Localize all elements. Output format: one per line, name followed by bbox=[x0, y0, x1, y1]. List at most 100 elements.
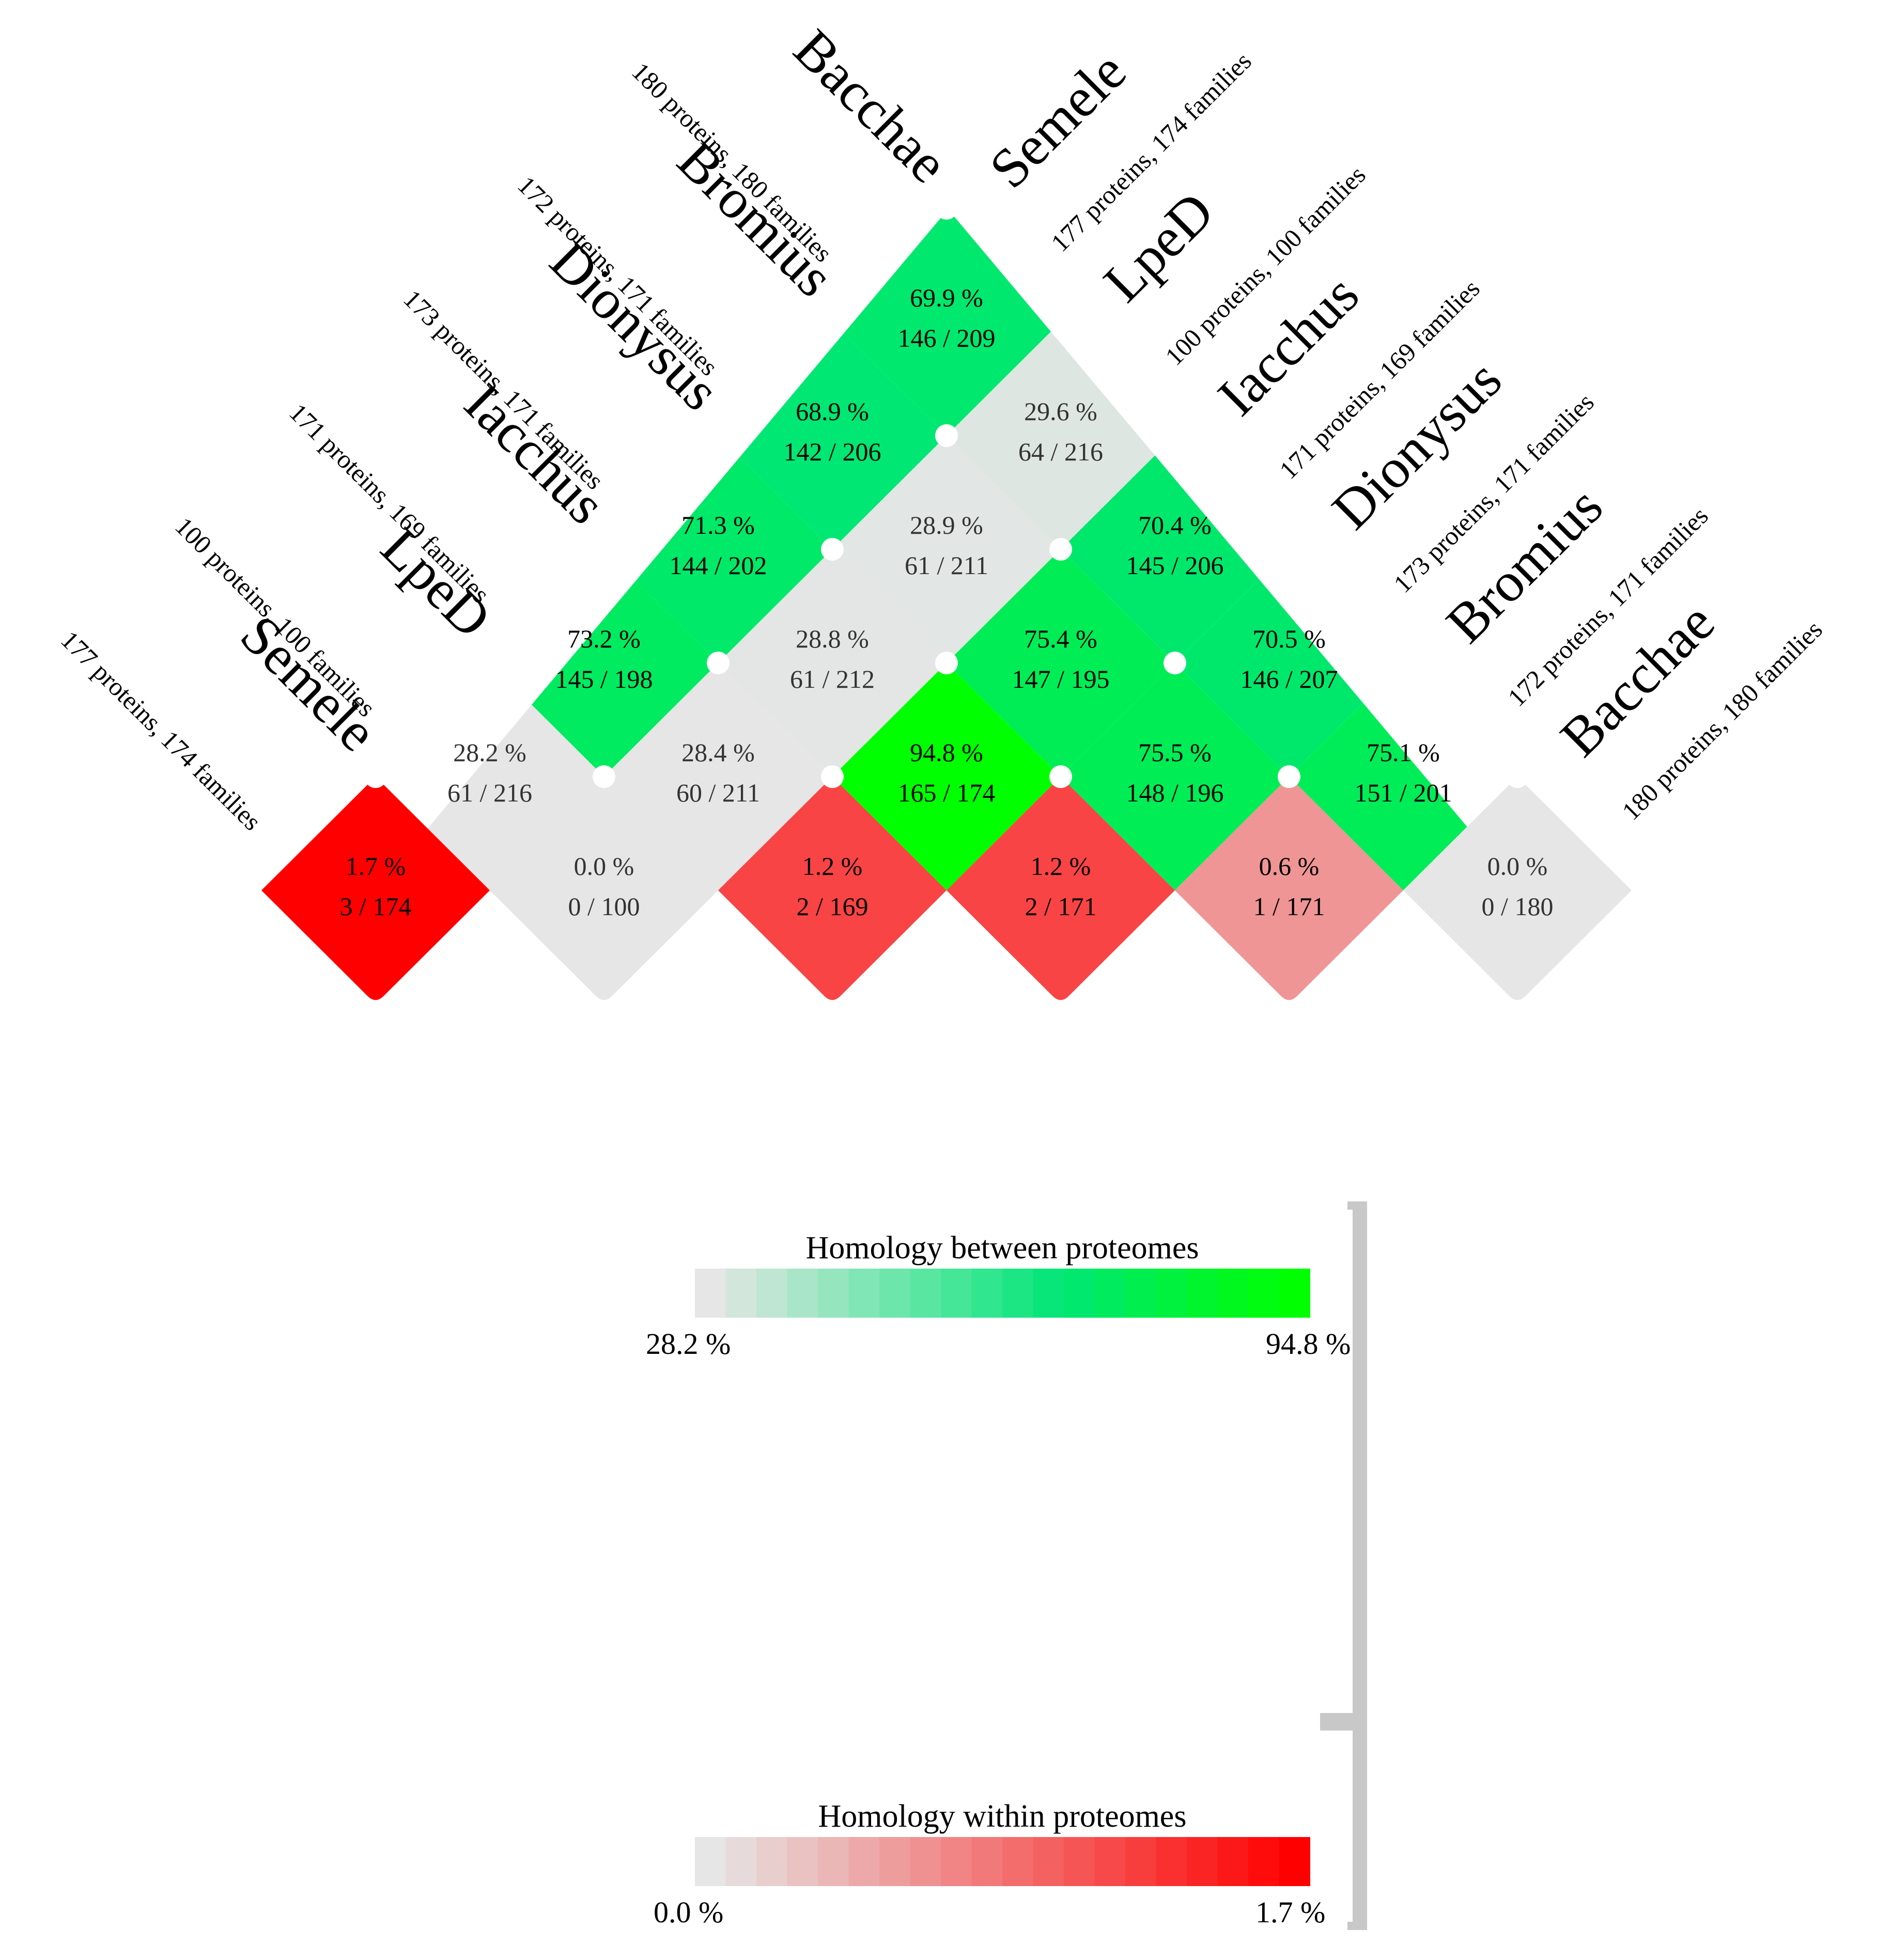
junction-dot bbox=[1164, 652, 1186, 674]
legend-swatch bbox=[787, 1837, 818, 1886]
within-cell-bromius-percent: 0.6 % bbox=[1259, 852, 1320, 881]
between-cell-lped-bromius-percent: 28.9 % bbox=[910, 511, 983, 539]
within-cell-bacchae-fraction: 0 / 180 bbox=[1482, 892, 1554, 921]
left-label-bacchae: Bacchae bbox=[782, 18, 959, 195]
between-cell-dionysus-bacchae-percent: 70.5 % bbox=[1252, 624, 1326, 653]
between-cell-dionysus-bacchae-fraction: 146 / 207 bbox=[1240, 665, 1338, 693]
within-cell-bromius-fraction: 1 / 171 bbox=[1253, 892, 1325, 921]
between-cell-lped-iacchus-fraction: 60 / 211 bbox=[676, 778, 760, 807]
legend-swatch bbox=[1002, 1269, 1034, 1318]
between-cell-semele-lped-percent: 28.2 % bbox=[453, 738, 526, 767]
between-cell-dionysus-bromius-fraction: 148 / 196 bbox=[1126, 778, 1224, 807]
legend-swatch bbox=[818, 1837, 849, 1886]
legend-swatch bbox=[1187, 1837, 1218, 1886]
legend-swatch bbox=[848, 1837, 880, 1886]
legend-swatch bbox=[1279, 1837, 1310, 1886]
junction-dot bbox=[821, 311, 844, 333]
between-cell-iacchus-bromius-fraction: 147 / 195 bbox=[1012, 665, 1110, 693]
between-cell-semele-iacchus-fraction: 145 / 198 bbox=[555, 665, 653, 693]
legend-title: Homology within proteomes bbox=[818, 1799, 1187, 1834]
legend-swatch bbox=[1156, 1837, 1187, 1886]
left-label-bromius: Bromius bbox=[665, 129, 845, 308]
bracket-pointer bbox=[1320, 1713, 1356, 1731]
legend-swatch bbox=[1125, 1269, 1157, 1318]
legend-max-label: 1.7 % bbox=[1255, 1895, 1325, 1929]
between-cell-iacchus-bromius-percent: 75.4 % bbox=[1024, 624, 1097, 653]
within-cell-bacchae-percent: 0.0 % bbox=[1487, 852, 1548, 881]
between-cell-lped-bacchae-percent: 29.6 % bbox=[1024, 397, 1097, 426]
left-label-iacchus: Iacchus bbox=[453, 372, 617, 536]
between-cell-semele-dionysus-fraction: 144 / 202 bbox=[670, 551, 767, 580]
legend-swatch bbox=[1217, 1837, 1249, 1886]
legend-swatch bbox=[695, 1837, 726, 1886]
legend-swatch bbox=[1064, 1269, 1095, 1318]
between-cell-iacchus-dionysus-fraction: 165 / 174 bbox=[898, 778, 996, 807]
junction-dot bbox=[364, 765, 387, 788]
legend-swatch bbox=[848, 1269, 880, 1318]
legend-swatch bbox=[1094, 1837, 1126, 1886]
between-cell-lped-bacchae-fraction: 64 / 216 bbox=[1018, 437, 1103, 466]
legend-swatch bbox=[725, 1837, 757, 1886]
within-cell-lped-percent: 0.0 % bbox=[574, 852, 634, 881]
junction-dot bbox=[1164, 424, 1186, 447]
legend-min-label: 28.2 % bbox=[646, 1327, 731, 1361]
between-cell-semele-bromius-fraction: 142 / 206 bbox=[784, 437, 881, 466]
within-cell-iacchus bbox=[718, 777, 947, 1000]
within-cell-bromius bbox=[1175, 777, 1403, 1000]
between-cell-semele-lped-fraction: 61 / 216 bbox=[447, 778, 532, 807]
legend-title: Homology between proteomes bbox=[805, 1230, 1199, 1265]
junction-dot bbox=[707, 424, 730, 447]
between-cell-iacchus-bacchae-percent: 70.4 % bbox=[1138, 511, 1212, 539]
junction-dot bbox=[1049, 311, 1072, 333]
between-cell-iacchus-bacchae-fraction: 145 / 206 bbox=[1126, 551, 1224, 580]
legend-swatch bbox=[971, 1837, 1003, 1886]
junction-dot bbox=[821, 538, 844, 561]
legend-swatch bbox=[1125, 1837, 1157, 1886]
within-cell-semele bbox=[261, 777, 490, 1000]
legend-swatch bbox=[1156, 1269, 1187, 1318]
legend-between: Homology between proteomes 28.2 % 94.8 % bbox=[646, 1230, 1351, 1361]
between-cell-lped-dionysus-percent: 28.8 % bbox=[796, 624, 869, 653]
legend-swatch bbox=[1033, 1269, 1064, 1318]
within-cell-lped bbox=[490, 777, 718, 1000]
between-cell-semele-bacchae-percent: 69.9 % bbox=[910, 283, 983, 312]
legend-swatch bbox=[1002, 1837, 1034, 1886]
legend-swatch bbox=[1033, 1837, 1064, 1886]
cell-labels: 28.2 % 61 / 216 73.2 % 145 / 198 71.3 % 144 /… bbox=[340, 283, 1554, 921]
within-cell-semele-fraction: 3 / 174 bbox=[340, 892, 412, 921]
junction-dot bbox=[1278, 765, 1300, 788]
legend-swatch bbox=[1248, 1269, 1280, 1318]
legend-swatch bbox=[1248, 1837, 1280, 1886]
within-cell-iacchus-fraction: 2 / 169 bbox=[797, 892, 869, 921]
between-cell-dionysus-bromius-percent: 75.5 % bbox=[1138, 738, 1212, 767]
legend-swatch bbox=[1279, 1269, 1310, 1318]
legend-swatch bbox=[1217, 1269, 1249, 1318]
between-cell-bromius-bacchae-percent: 75.1 % bbox=[1367, 738, 1440, 767]
legend-swatch bbox=[879, 1269, 911, 1318]
legend-within: Homology within proteomes 0.0 % 1.7 % bbox=[654, 1799, 1325, 1929]
junction-dot bbox=[593, 765, 615, 788]
within-cell-iacchus-percent: 1.2 % bbox=[802, 852, 863, 881]
junction-dot bbox=[593, 538, 615, 561]
junction-dot bbox=[1278, 538, 1300, 561]
legend-swatch bbox=[725, 1269, 757, 1318]
junction-dot bbox=[821, 765, 844, 788]
between-cell-semele-iacchus-percent: 73.2 % bbox=[567, 624, 641, 653]
between-cell-iacchus-dionysus-percent: 94.8 % bbox=[910, 738, 983, 767]
left-label-dionysus: Dionysus bbox=[538, 230, 731, 422]
junction-dots bbox=[364, 197, 1529, 788]
legend-swatch bbox=[971, 1269, 1003, 1318]
matrix-cells bbox=[261, 209, 1632, 1000]
between-cell-semele-dionysus-percent: 71.3 % bbox=[681, 511, 755, 539]
legend-swatch bbox=[1094, 1269, 1126, 1318]
legend-swatch bbox=[879, 1837, 911, 1886]
legend-bracket bbox=[1320, 1201, 1367, 1930]
legend-swatch bbox=[1064, 1837, 1095, 1886]
legend-swatch bbox=[941, 1269, 972, 1318]
within-cell-semele-percent: 1.7 % bbox=[346, 852, 406, 881]
within-cell-dionysus-percent: 1.2 % bbox=[1031, 852, 1091, 881]
within-cell-lped-fraction: 0 / 100 bbox=[568, 892, 640, 921]
junction-dot bbox=[935, 197, 958, 220]
